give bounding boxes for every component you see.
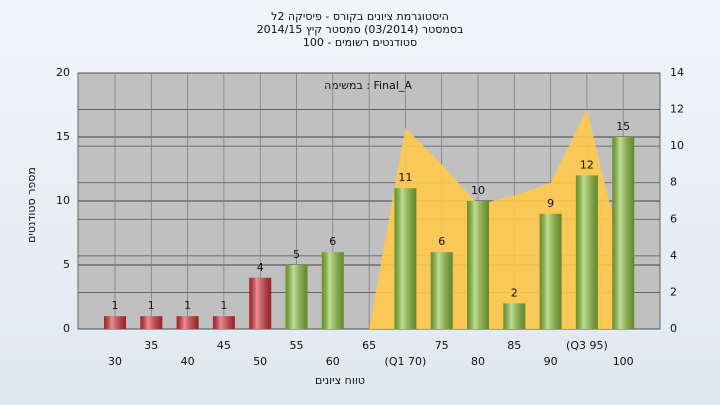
bar-shine [285,265,308,329]
x-tick-label: 65 [362,339,376,352]
data-label: 10 [471,184,485,197]
x-tick-label: 80 [471,355,485,368]
x-tick-label: 35 [144,339,158,352]
x-tick-label: 100 [613,355,634,368]
y-tick-label: 15 [56,130,70,143]
data-label: 12 [580,158,594,171]
subtitle: סטודנטים רשומים - 100 [303,36,417,49]
bar-shine [249,277,272,329]
bar-shine [503,303,526,329]
y2-tick-label: 10 [670,139,684,152]
bar-shine [394,188,417,329]
x-tick-label: 60 [326,355,340,368]
bar-shine [467,201,489,329]
data-label: 6 [329,235,336,248]
data-label: 6 [438,235,445,248]
bar-shine [321,252,344,329]
y2-tick-label: 8 [670,176,677,189]
bar-shine [430,252,453,329]
data-label: 9 [547,197,554,210]
x-tick-label: 90 [544,355,558,368]
y-tick-label: 5 [63,258,70,271]
data-label: 1 [220,299,227,312]
bar-shine [140,316,163,329]
y-tick-label: 0 [63,322,70,335]
x-tick-label: 30 [108,355,122,368]
x-tick-label: 85 [507,339,521,352]
data-label: 2 [511,286,518,299]
data-label: 15 [616,120,630,133]
y2-tick-label: 0 [670,322,677,335]
data-label: 4 [257,261,264,274]
x-tick-label: 55 [290,339,304,352]
x-tick-label: 50 [253,355,267,368]
subtitle: בסמסטר (03/2014) סמסטר קיץ 2014/15 [257,23,464,36]
x-tick-label: (Q3 95) [566,339,608,352]
data-label: 5 [293,248,300,261]
y2-tick-label: 14 [670,66,684,79]
y2-tick-label: 6 [670,212,677,225]
y-tick-label: 20 [56,66,70,79]
bar-shine [539,213,562,329]
x-tick-label: 45 [217,339,231,352]
bar-shine [212,316,235,329]
data-label: 1 [148,299,155,312]
annotation: Final_A : במשימה [324,79,412,92]
bar-shine [104,316,126,329]
x-axis-label: טווח ציונים [315,374,365,387]
bar-shine [612,137,635,329]
x-tick-label: 75 [435,339,449,352]
data-label: 1 [184,299,191,312]
title: היסטוגרמת ציונים בקורס - פיסיקה 2ל [271,10,449,23]
x-tick-label: (Q1 70) [385,355,427,368]
bar-shine [575,175,598,329]
y2-tick-label: 12 [670,103,684,116]
bar-shine [176,316,199,329]
y2-tick-label: 4 [670,249,677,262]
data-label: 11 [398,171,412,184]
y-tick-label: 10 [56,194,70,207]
y-axis-label: מספר סטודנטים [25,167,38,243]
y2-tick-label: 2 [670,285,677,298]
data-label: 1 [112,299,119,312]
x-tick-label: 40 [181,355,195,368]
